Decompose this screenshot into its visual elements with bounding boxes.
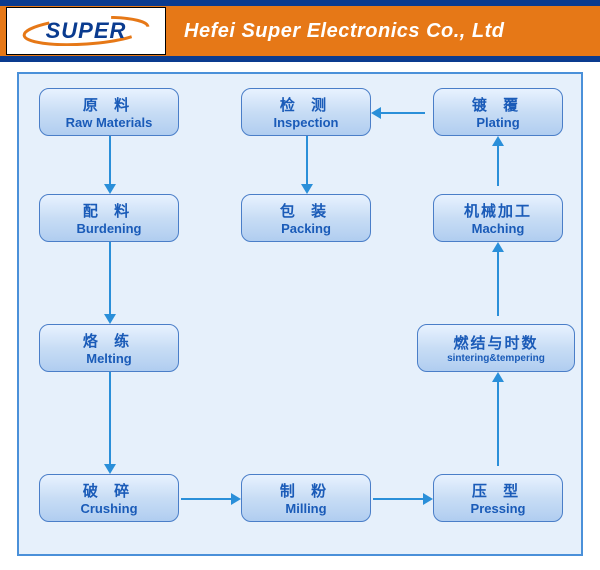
- node-label-en: Maching: [472, 221, 525, 236]
- node-label-en: sintering&tempering: [447, 353, 545, 364]
- node-crushing: 破 碎Crushing: [39, 474, 179, 522]
- logo-text: SUPER: [46, 18, 127, 44]
- header-bar: SUPER Hefei Super Electronics Co., Ltd: [0, 0, 600, 62]
- arrow-head-icon: [371, 107, 381, 119]
- node-label-cn: 烙 练: [83, 330, 135, 351]
- node-label-en: Inspection: [273, 115, 338, 130]
- node-label-en: Burdening: [77, 221, 142, 236]
- node-label-en: Packing: [281, 221, 331, 236]
- node-label-cn: 镀 覆: [472, 94, 524, 115]
- node-plating: 镀 覆Plating: [433, 88, 563, 136]
- flow-arrow: [306, 136, 308, 186]
- process-flowchart: 原 料Raw Materials 检 测Inspection 镀 覆Plating 配…: [17, 72, 583, 556]
- arrow-head-icon: [492, 136, 504, 146]
- node-label-en: Plating: [476, 115, 519, 130]
- flow-arrow: [379, 112, 425, 114]
- arrow-head-icon: [492, 372, 504, 382]
- flow-arrow: [109, 372, 111, 466]
- arrow-head-icon: [423, 493, 433, 505]
- arrow-head-icon: [301, 184, 313, 194]
- flow-arrow: [181, 498, 233, 500]
- arrow-head-icon: [104, 184, 116, 194]
- flow-arrow: [373, 498, 425, 500]
- arrow-head-icon: [231, 493, 241, 505]
- node-label-cn: 包 装: [280, 200, 332, 221]
- flow-arrow: [109, 242, 111, 316]
- node-label-en: Raw Materials: [66, 115, 153, 130]
- logo-box: SUPER: [6, 7, 166, 55]
- node-label-en: Melting: [86, 351, 132, 366]
- node-label-cn: 制 粉: [280, 480, 332, 501]
- node-milling: 制 粉Milling: [241, 474, 371, 522]
- arrow-head-icon: [104, 314, 116, 324]
- node-label-cn: 压 型: [472, 480, 524, 501]
- node-label-cn: 机械加工: [464, 200, 532, 221]
- company-name: Hefei Super Electronics Co., Ltd: [184, 20, 505, 43]
- node-label-cn: 检 测: [280, 94, 332, 115]
- node-label-cn: 破 碎: [83, 480, 135, 501]
- arrow-head-icon: [492, 242, 504, 252]
- node-label-en: Crushing: [80, 501, 137, 516]
- node-maching: 机械加工Maching: [433, 194, 563, 242]
- flow-arrow: [109, 136, 111, 186]
- arrow-head-icon: [104, 464, 116, 474]
- node-melting: 烙 练Melting: [39, 324, 179, 372]
- flow-arrow: [497, 144, 499, 186]
- node-packing: 包 装Packing: [241, 194, 371, 242]
- node-raw: 原 料Raw Materials: [39, 88, 179, 136]
- node-label-en: Milling: [285, 501, 326, 516]
- flow-arrow: [497, 250, 499, 316]
- node-label-en: Pressing: [471, 501, 526, 516]
- node-sinter: 燃结与时数sintering&tempering: [417, 324, 575, 372]
- node-inspect: 检 测Inspection: [241, 88, 371, 136]
- node-burden: 配 料Burdening: [39, 194, 179, 242]
- node-label-cn: 配 料: [83, 200, 135, 221]
- node-pressing: 压 型Pressing: [433, 474, 563, 522]
- node-label-cn: 燃结与时数: [453, 332, 538, 353]
- flow-arrow: [497, 380, 499, 466]
- node-label-cn: 原 料: [83, 94, 135, 115]
